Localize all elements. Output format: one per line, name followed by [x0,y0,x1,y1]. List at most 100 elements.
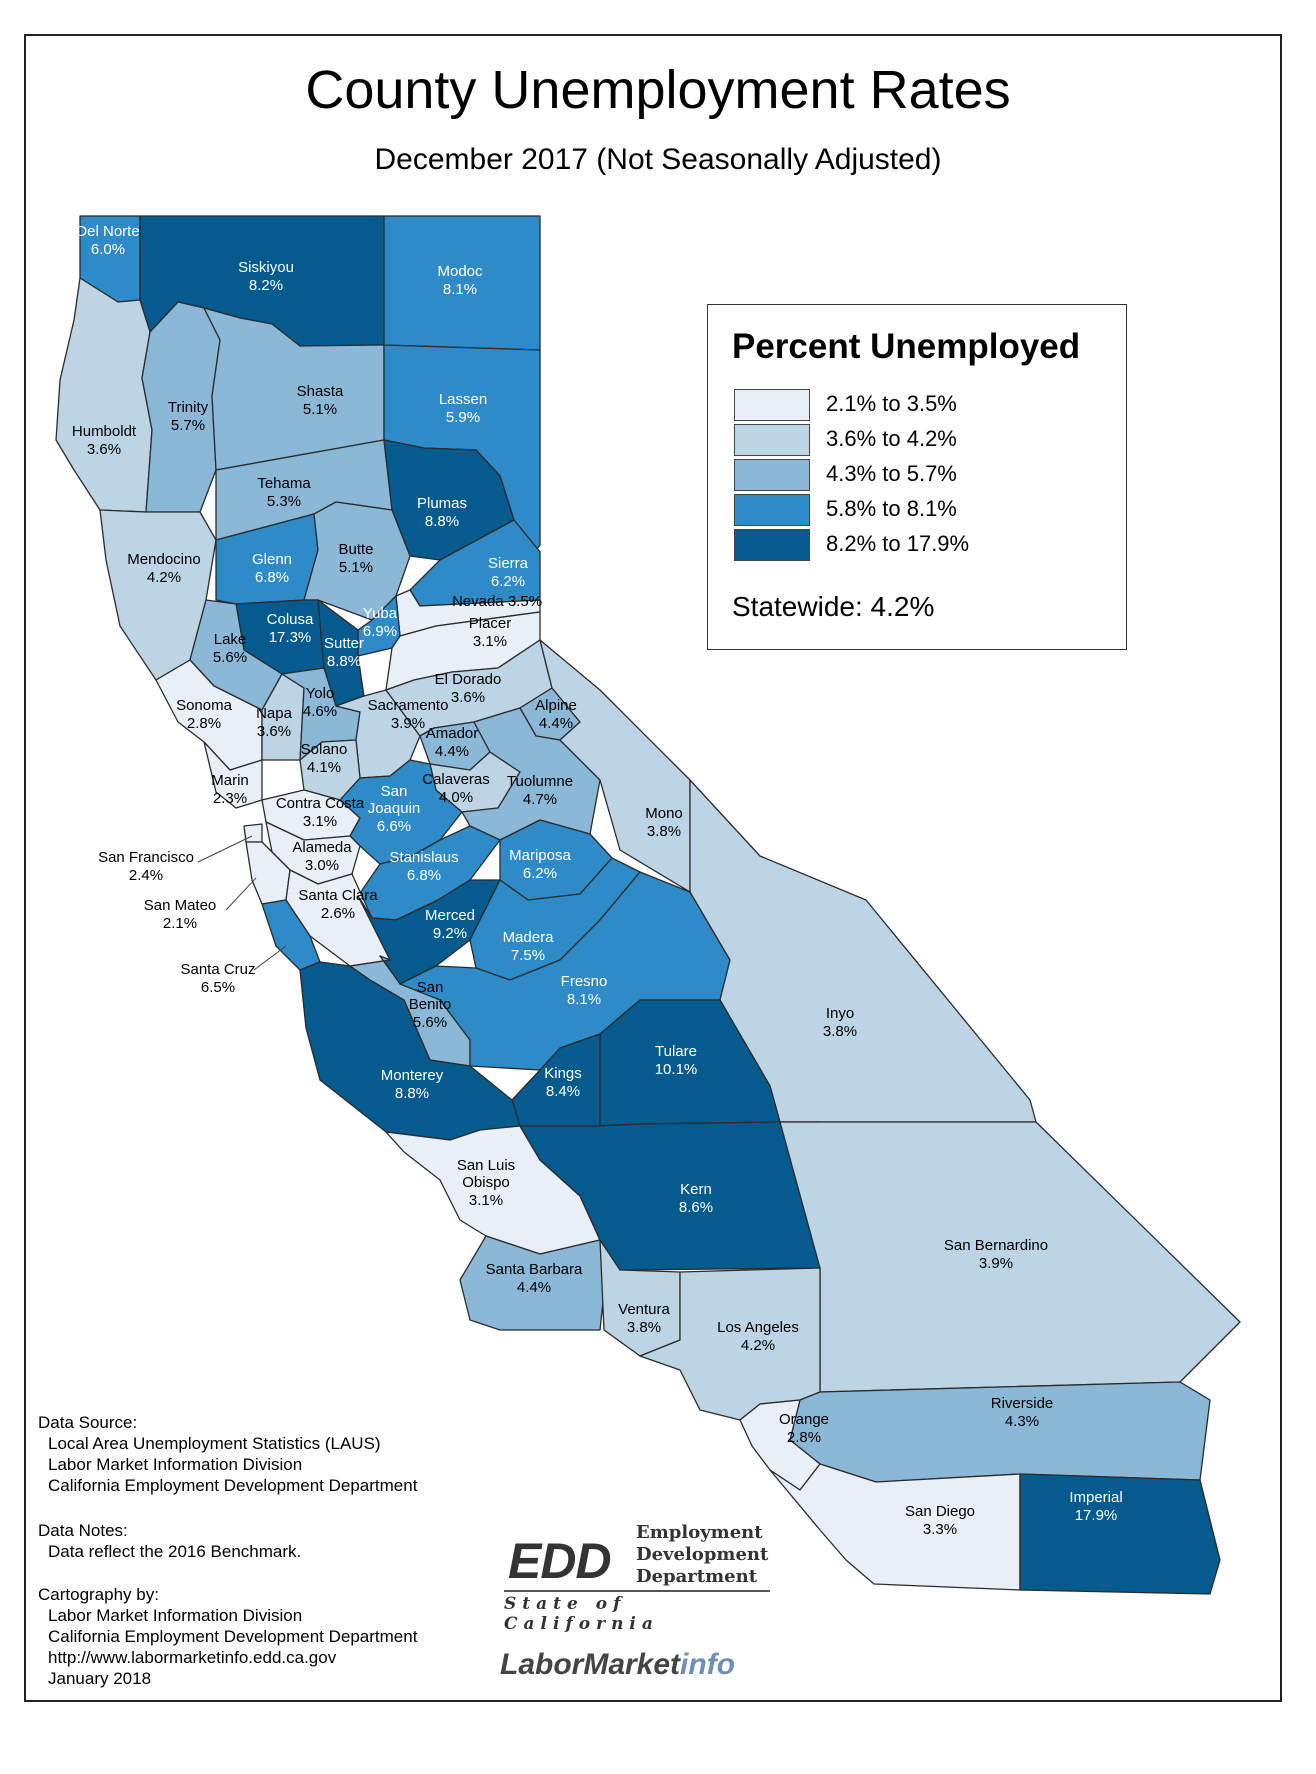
county-label-monterey: Monterey 8.8% [381,1067,444,1102]
county-label-san-diego: San Diego 3.3% [905,1503,975,1538]
county-humboldt [55,277,153,513]
county-label-napa: Napa 3.6% [256,705,293,740]
county-san-diego [769,1463,1021,1591]
leader-line [225,877,257,911]
legend-swatch [734,494,810,526]
county-mono [539,639,691,893]
cartography-line: Labor Market Information Division [48,1606,303,1625]
legend-statewide: Statewide: 4.2% [732,591,935,622]
data-source: Data Source: Local Area Unemployment Sta… [38,1412,417,1496]
county-label-sacramento: Sacramento 3.9% [368,697,449,732]
county-label-kings: Kings 8.4% [544,1065,582,1100]
edd-name-line: Development [636,1544,769,1565]
county-label-imperial: Imperial 17.9% [1069,1489,1122,1524]
county-label-mariposa: Mariposa 6.2% [509,847,571,882]
county-label-plumas: Plumas 8.8% [417,495,467,530]
county-label-el-dorado: El Dorado 3.6% [435,671,502,706]
county-label-ventura: Ventura 3.8% [618,1301,670,1336]
county-label-san-francisco: San Francisco 2.4% [98,849,194,884]
county-label-tuolumne: Tuolumne 4.7% [507,773,573,808]
legend-swatch [734,424,810,456]
county-label-humboldt: Humboldt 3.6% [72,423,137,458]
leader-line [197,835,253,863]
county-label-butte: Butte 5.1% [338,541,373,576]
county-label-santa-barbara: Santa Barbara 4.4% [486,1261,583,1296]
data-source-line: California Employment Development Depart… [48,1476,418,1495]
edd-logo-state: State of California [504,1594,659,1634]
county-label-siskiyou: Siskiyou 8.2% [238,259,294,294]
county-label-yuba: Yuba 6.9% [363,605,398,640]
county-label-placer: Placer 3.1% [469,615,512,650]
legend: Percent Unemployed 2.1% to 3.5% 3.6% to 4… [707,304,1127,650]
county-label-calaveras: Calaveras 4.0% [422,771,490,806]
county-label-santa-cruz: Santa Cruz 6.5% [180,961,255,996]
data-source-heading: Data Source: [38,1413,138,1432]
county-label-riverside: Riverside 4.3% [991,1395,1054,1430]
county-label-lassen: Lassen 5.9% [439,391,487,426]
legend-title: Percent Unemployed [732,327,1081,366]
edd-logo-mark: EDD [508,1533,612,1589]
county-label-amador: Amador 4.4% [426,725,479,760]
cartography-date: January 2018 [48,1669,152,1688]
data-source-line: Local Area Unemployment Statistics (LAUS… [48,1434,381,1453]
county-label-glenn: Glenn 6.8% [252,551,292,586]
county-label-del-norte: Del Norte 6.0% [76,223,139,258]
legend-swatch [734,529,810,561]
county-label-sierra: Sierra 6.2% [488,555,529,590]
county-santa-barbara [459,1235,605,1331]
cartography-url[interactable]: http://www.labormarketinfo.edd.ca.gov [48,1648,337,1667]
county-label-contra-costa: Contra Costa 3.1% [276,795,365,830]
edd-name-line: Employment [636,1522,763,1543]
county-label-shasta: Shasta 5.1% [297,383,344,418]
edd-logo-name: Employment Development Department [636,1522,768,1588]
county-label-solano: Solano 4.1% [301,741,348,776]
data-source-line: Labor Market Information Division [48,1455,303,1474]
county-label-orange: Orange 2.8% [779,1411,829,1446]
map-title: County Unemployment Rates [305,60,1011,120]
county-label-sutter: Sutter 8.8% [324,635,364,670]
county-label-tehama: Tehama 5.3% [257,475,311,510]
legend-label: 8.2% to 17.9% [826,531,970,556]
data-notes-heading: Data Notes: [38,1521,128,1540]
county-monterey [299,961,521,1141]
county-label-san-joaquin: San Joaquin 6.6% [368,783,421,835]
county-label-tulare: Tulare 10.1% [655,1043,698,1078]
county-label-san-bernardino: San Bernardino 3.9% [944,1237,1048,1272]
county-label-inyo: Inyo 3.8% [823,1005,857,1040]
county-imperial [1019,1473,1221,1595]
county-label-stanislaus: Stanislaus 6.8% [389,849,458,884]
county-label-kern: Kern 8.6% [679,1181,713,1216]
county-label-san-benito: San Benito 5.6% [409,979,452,1031]
county-label-san-mateo: San Mateo 2.1% [144,897,217,932]
county-label-sonoma: Sonoma 2.8% [176,697,233,732]
county-label-santa-clara: Santa Clara 2.6% [298,887,378,922]
county-label-mendocino: Mendocino 4.2% [127,551,200,586]
edd-name-line: Department [636,1566,758,1587]
lmi-logo-main: LaborMarket [500,1648,681,1681]
legend-swatch [734,459,810,491]
legend-label: 4.3% to 5.7% [826,461,957,486]
county-label-yolo: Yolo 4.6% [303,685,337,720]
county-label-los-angeles: Los Angeles 4.2% [717,1319,799,1354]
legend-label: 2.1% to 3.5% [826,391,957,416]
county-label-alameda: Alameda 3.0% [292,839,352,874]
labormarketinfo-logo: LaborMarketinfo [500,1648,735,1682]
county-label-madera: Madera 7.5% [503,929,555,964]
county-label-alpine: Alpine 4.4% [535,697,577,732]
county-label-lake: Lake 5.6% [213,631,247,666]
map-subtitle: December 2017 (Not Seasonally Adjusted) [374,143,942,176]
legend-swatch [734,389,810,421]
legend-label: 3.6% to 4.2% [826,426,957,451]
county-label-merced: Merced 9.2% [425,907,475,942]
map-frame [24,34,1282,1702]
county-label-mono: Mono 3.8% [645,805,683,840]
data-notes: Data Notes: Data reflect the 2016 Benchm… [38,1520,301,1562]
county-label-trinity: Trinity 5.7% [168,399,209,434]
data-notes-line: Data reflect the 2016 Benchmark. [48,1542,302,1561]
lmi-logo-suffix: info [680,1648,736,1681]
county-label-nevada: Nevada 3.5% [452,593,542,610]
edd-logo: EDD Employment Development Department St… [500,1522,780,1634]
county-san-francisco [243,823,263,843]
legend-label: 5.8% to 8.1% [826,496,957,521]
